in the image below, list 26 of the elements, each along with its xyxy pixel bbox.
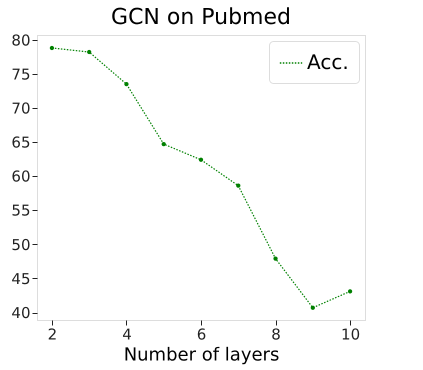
- point: [50, 46, 54, 50]
- point: [162, 142, 166, 146]
- point: [124, 82, 129, 86]
- y-tick-label: 70: [11, 99, 30, 118]
- legend-label: Acc.: [307, 50, 349, 74]
- y-tick-label: 45: [11, 270, 30, 288]
- x-tick-label: 8: [271, 326, 281, 344]
- x-tick-label: 4: [122, 326, 132, 344]
- x-axis-title: Number of layers: [124, 344, 280, 366]
- chart-title: GCN on Pubmed: [111, 4, 291, 30]
- y-tick-label: 75: [11, 65, 30, 84]
- point: [273, 256, 278, 261]
- y-tick-label: 65: [11, 134, 30, 152]
- point: [198, 158, 204, 162]
- x-tick-label: 10: [341, 326, 360, 344]
- point: [348, 289, 352, 294]
- x-tick-label: 6: [196, 326, 206, 344]
- y-tick-label: 55: [11, 202, 30, 220]
- y-tick-label: 80: [11, 31, 30, 50]
- point: [310, 306, 315, 310]
- y-tick-label: 60: [11, 168, 30, 186]
- x-tick-label: 2: [48, 326, 58, 344]
- y-tick-label: 50: [11, 236, 30, 254]
- y-tick-label: 40: [11, 304, 30, 322]
- point: [87, 50, 92, 54]
- point: [236, 184, 240, 188]
